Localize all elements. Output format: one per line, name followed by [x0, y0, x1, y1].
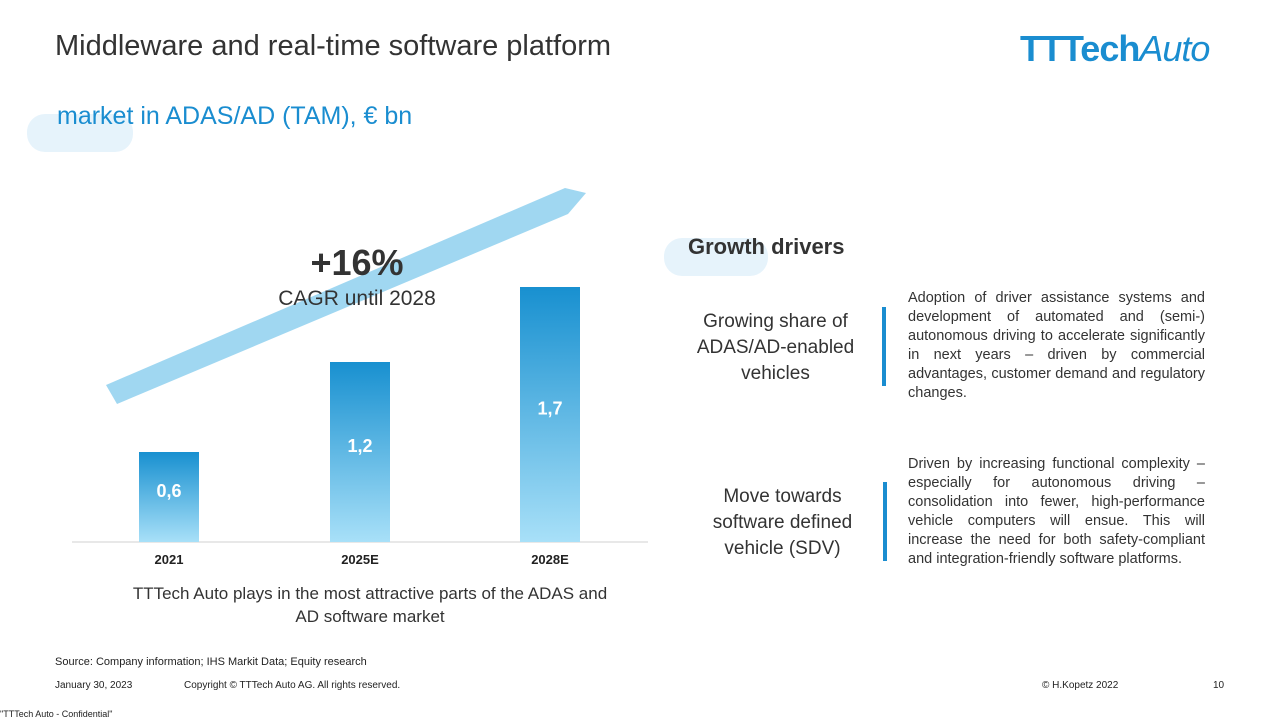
- driver-text-2: Driven by increasing functional complexi…: [908, 456, 1205, 567]
- driver-divider-2: [883, 482, 887, 561]
- x-tick-label: 2025E: [341, 552, 379, 567]
- cagr-value: +16%: [310, 242, 404, 283]
- cagr-trend-arrow: [106, 188, 586, 404]
- driver-heading-2: Move towards software defined vehicle (S…: [712, 486, 853, 559]
- bar-value-label: 0,6: [156, 481, 181, 501]
- logo-light-text: Auto: [1139, 28, 1210, 69]
- x-tick-label: 2028E: [531, 552, 569, 567]
- driver-divider-1: [882, 307, 886, 386]
- bar-chart: 0,6 2021 1,2 2025E 1,7 2028E: [72, 188, 648, 567]
- chart-caption: TTTech Auto plays in the most attractive…: [132, 584, 608, 626]
- footer-copyright: Copyright © TTTech Auto AG. All rights r…: [184, 680, 401, 691]
- source-note: Source: Company information; IHS Markit …: [55, 656, 367, 668]
- bar-2021: [139, 452, 199, 542]
- bar-value-label: 1,7: [537, 399, 562, 419]
- growth-drivers-title: Growth drivers: [688, 234, 845, 259]
- page-number: 10: [1213, 680, 1225, 691]
- bar-value-label: 1,2: [347, 436, 372, 456]
- subtitle-highlight: [27, 114, 133, 152]
- growth-drivers-highlight: [664, 238, 768, 276]
- logo-bold-text: TTTech: [1020, 28, 1140, 69]
- footer-date: January 30, 2023: [55, 680, 133, 691]
- driver-heading-1: Growing share of ADAS/AD-enabled vehicle…: [696, 311, 855, 384]
- chart-subtitle: market in ADAS/AD (TAM), € bn: [57, 102, 413, 130]
- company-logo: TTTechAuto: [1020, 28, 1210, 70]
- footer-author: © H.Kopetz 2022: [1042, 680, 1119, 691]
- cagr-label: CAGR until 2028: [278, 287, 436, 310]
- bar-2028E: [520, 287, 580, 542]
- confidential-label: "TTTech Auto - Confidential": [0, 709, 113, 719]
- x-tick-label: 2021: [155, 552, 184, 567]
- bar-2025E: [330, 362, 390, 542]
- driver-text-1: Adoption of driver assistance systems an…: [908, 290, 1205, 401]
- slide-title: Middleware and real-time software platfo…: [55, 30, 612, 62]
